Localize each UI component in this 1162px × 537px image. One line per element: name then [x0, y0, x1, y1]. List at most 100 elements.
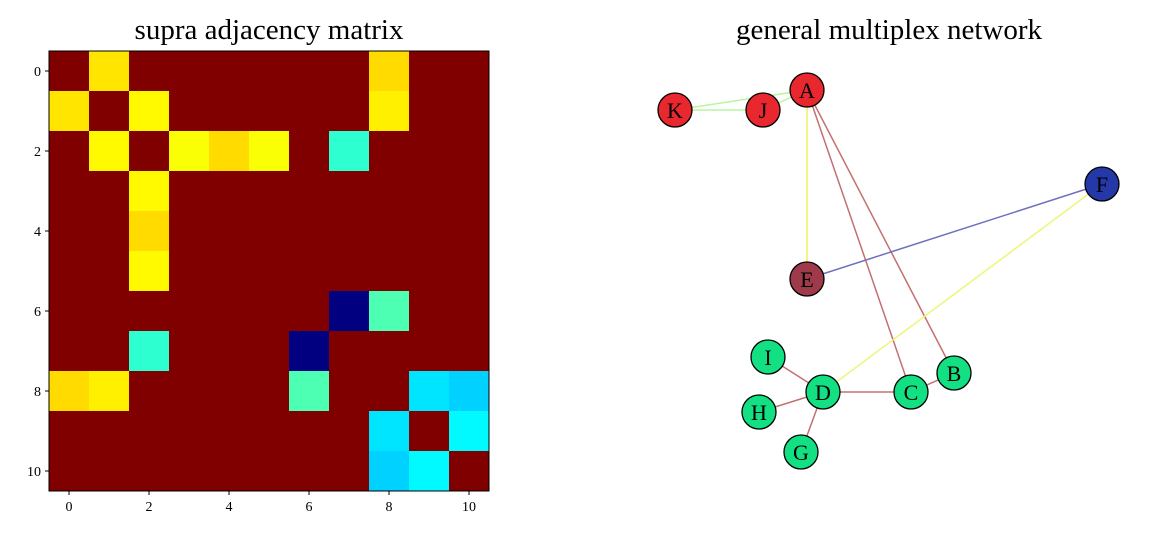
node-circle — [893, 374, 929, 410]
node-B: B — [936, 355, 972, 391]
heatmap-cell-0-8 — [369, 51, 410, 92]
heatmap-cell-2-0 — [49, 131, 90, 172]
heatmap-cell-7-6 — [289, 331, 330, 372]
heatmap-cell-2-8 — [369, 131, 410, 172]
y-tick-label: 10 — [27, 465, 41, 480]
node-label: A — [799, 78, 815, 103]
heatmap-cell-10-8 — [369, 451, 410, 492]
heatmap-cell-1-5 — [249, 91, 290, 132]
node-circle — [745, 92, 781, 128]
heatmap-cell-9-4 — [209, 411, 250, 452]
heatmap-cell-9-8 — [369, 411, 410, 452]
heatmap-cell-2-4 — [209, 131, 250, 172]
heatmap-cell-8-2 — [129, 371, 170, 412]
heatmap-cell-9-0 — [49, 411, 90, 452]
heatmap-cell-5-10 — [449, 251, 490, 292]
heatmap-cell-3-5 — [249, 171, 290, 212]
heatmap-cell-8-9 — [409, 371, 450, 412]
heatmap-cell-5-8 — [369, 251, 410, 292]
heatmap-cell-9-9 — [409, 411, 450, 452]
node-I: I — [750, 339, 786, 375]
heatmap-cell-4-9 — [409, 211, 450, 252]
heatmap-cell-1-10 — [449, 91, 490, 132]
node-label: E — [800, 267, 813, 292]
heatmap-cell-8-5 — [249, 371, 290, 412]
heatmap-cell-3-2 — [129, 171, 170, 212]
heatmap-cell-5-4 — [209, 251, 250, 292]
heatmap-cell-0-10 — [449, 51, 490, 92]
heatmap-cell-4-8 — [369, 211, 410, 252]
heatmap-cell-0-0 — [49, 51, 90, 92]
heatmap-cell-8-6 — [289, 371, 330, 412]
node-circle — [741, 394, 777, 430]
heatmap-cell-4-4 — [209, 211, 250, 252]
heatmap-cell-6-9 — [409, 291, 450, 332]
heatmap-cell-9-10 — [449, 411, 490, 452]
heatmap-cell-1-1 — [89, 91, 130, 132]
heatmap-cell-1-6 — [289, 91, 330, 132]
y-tick-label: 8 — [34, 385, 41, 400]
heatmap-cell-3-10 — [449, 171, 490, 212]
heatmap-cell-0-9 — [409, 51, 450, 92]
heatmap-cell-0-2 — [129, 51, 170, 92]
heatmap-cell-3-3 — [169, 171, 210, 212]
heatmap-cell-2-1 — [89, 131, 130, 172]
heatmap-cell-5-3 — [169, 251, 210, 292]
node-circle — [1084, 166, 1120, 202]
heatmap-chart: 0 2 4 6 8 10 0 2 4 6 8 10 — [27, 50, 490, 515]
node-D: D — [805, 374, 841, 410]
edge-G-D — [800, 391, 824, 453]
node-H: H — [741, 394, 777, 430]
heatmap-cell-0-1 — [89, 51, 130, 92]
heatmap-cell-7-1 — [89, 331, 130, 372]
heatmap-cell-4-10 — [449, 211, 490, 252]
edge-E-F — [806, 183, 1103, 280]
node-label: H — [751, 400, 767, 425]
node-E: E — [789, 261, 825, 297]
heatmap-cell-9-5 — [249, 411, 290, 452]
heatmap-cell-0-6 — [289, 51, 330, 92]
heatmap-cell-5-5 — [249, 251, 290, 292]
y-tick-label: 6 — [34, 305, 41, 320]
heatmap-cell-5-0 — [49, 251, 90, 292]
y-tick-label: 2 — [34, 145, 41, 160]
heatmap-cell-10-5 — [249, 451, 290, 492]
node-F: F — [1084, 166, 1120, 202]
heatmap-cell-2-10 — [449, 131, 490, 172]
node-G: G — [783, 434, 819, 470]
heatmap-cell-4-1 — [89, 211, 130, 252]
heatmap-cell-5-2 — [129, 251, 170, 292]
heatmap-cell-4-3 — [169, 211, 210, 252]
heatmap-cell-1-3 — [169, 91, 210, 132]
heatmap-cell-9-3 — [169, 411, 210, 452]
heatmap-cell-10-2 — [129, 451, 170, 492]
heatmap-cell-7-5 — [249, 331, 290, 372]
heatmap-cell-1-0 — [49, 91, 90, 132]
heatmap-cell-7-0 — [49, 331, 90, 372]
heatmap-cell-4-2 — [129, 211, 170, 252]
node-circle — [783, 434, 819, 470]
heatmap-cell-1-7 — [329, 91, 370, 132]
x-tick-label: 10 — [462, 500, 476, 515]
heatmap-cell-8-10 — [449, 371, 490, 412]
heatmap-cell-6-3 — [169, 291, 210, 332]
x-tick-label: 6 — [306, 500, 313, 515]
heatmap-cell-2-5 — [249, 131, 290, 172]
heatmap-cell-7-8 — [369, 331, 410, 372]
node-circle — [936, 355, 972, 391]
node-C: C — [893, 374, 929, 410]
heatmap-cell-6-10 — [449, 291, 490, 332]
heatmap-cell-8-4 — [209, 371, 250, 412]
heatmap-cell-7-10 — [449, 331, 490, 372]
heatmap-cell-8-3 — [169, 371, 210, 412]
heatmap-cell-7-4 — [209, 331, 250, 372]
node-K: K — [657, 92, 693, 128]
edge-K-A — [674, 89, 808, 111]
heatmap-cell-6-5 — [249, 291, 290, 332]
heatmap-cell-6-6 — [289, 291, 330, 332]
node-label: F — [1096, 172, 1108, 197]
heatmap-cell-4-7 — [329, 211, 370, 252]
heatmap-cell-7-3 — [169, 331, 210, 372]
heatmap-cell-10-10 — [449, 451, 490, 492]
node-label: B — [947, 361, 962, 386]
